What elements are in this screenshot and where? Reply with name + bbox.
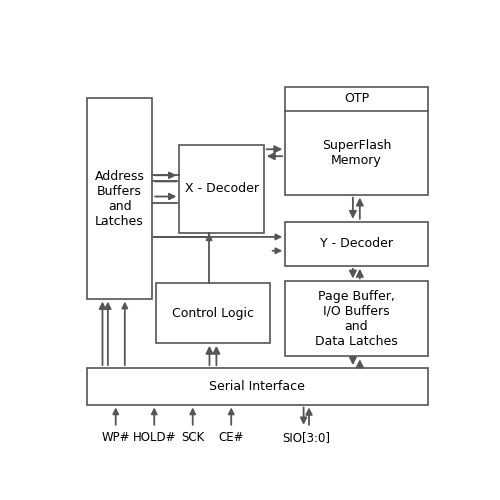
Bar: [87, 98, 152, 298]
Text: X - Decoder: X - Decoder: [184, 182, 258, 196]
Text: CE#: CE#: [218, 431, 244, 444]
Text: Serial Interface: Serial Interface: [210, 380, 305, 393]
Bar: [87, 368, 428, 405]
Text: WP#: WP#: [102, 431, 130, 444]
Text: Y - Decoder: Y - Decoder: [320, 238, 393, 250]
Bar: [285, 282, 428, 356]
Text: HOLD#: HOLD#: [132, 431, 176, 444]
Bar: [285, 222, 428, 266]
Bar: [179, 144, 264, 233]
Text: SIO[3:0]: SIO[3:0]: [282, 431, 331, 444]
Text: Control Logic: Control Logic: [172, 306, 254, 320]
Text: Page Buffer,
I/O Buffers
and
Data Latches: Page Buffer, I/O Buffers and Data Latche…: [315, 290, 398, 348]
Bar: [285, 87, 428, 194]
Text: OTP: OTP: [344, 92, 369, 106]
Text: SCK: SCK: [181, 431, 204, 444]
Bar: [156, 284, 270, 343]
Text: SuperFlash
Memory: SuperFlash Memory: [322, 138, 391, 166]
Text: Address
Buffers
and
Latches: Address Buffers and Latches: [94, 170, 144, 228]
